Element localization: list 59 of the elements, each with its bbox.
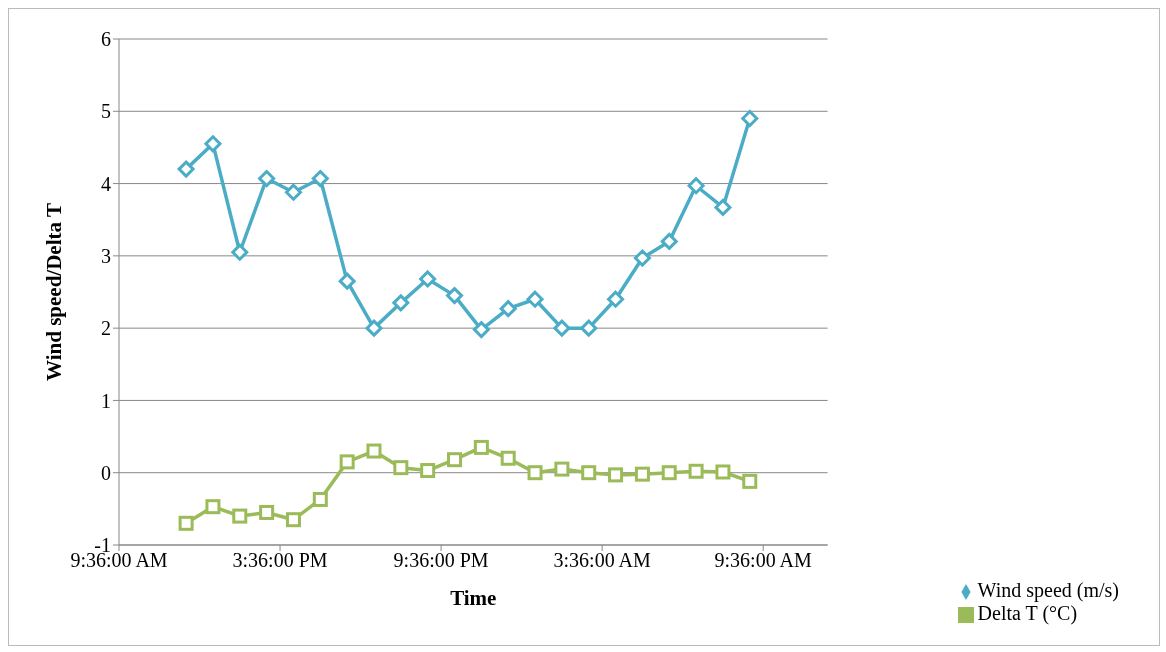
point (231, 243, 249, 261)
point (285, 512, 301, 528)
x-tick-label: 3:36:00 AM (553, 549, 651, 572)
y-tick-label: 6 (101, 28, 111, 51)
point (526, 290, 544, 308)
x-tick-label: 3:36:00 PM (232, 549, 328, 572)
point (633, 249, 651, 267)
point (419, 270, 437, 288)
point (607, 290, 625, 308)
point (232, 508, 248, 524)
point (392, 294, 410, 312)
point (447, 452, 463, 468)
point (311, 170, 329, 188)
point (554, 461, 570, 477)
y-tick-label: 3 (101, 244, 111, 267)
legend-label: Delta T (°C) (977, 602, 1078, 624)
y-tick-label: 2 (101, 317, 111, 340)
point (553, 319, 571, 337)
point (714, 198, 732, 216)
point (365, 319, 383, 337)
x-axis-title: Time (450, 586, 497, 610)
point (527, 465, 543, 481)
point (634, 466, 650, 482)
y-axis-title: Wind speed/Delta T (42, 203, 67, 381)
legend-label: Wind speed (m/s) (977, 579, 1119, 601)
point (204, 135, 222, 153)
point (742, 473, 758, 489)
point (500, 450, 516, 466)
x-tick-label: 9:36:00 AM (714, 549, 813, 572)
point (499, 300, 517, 318)
point (608, 467, 624, 483)
point (284, 183, 302, 201)
point (581, 465, 597, 481)
x-tick-label: 9:36:00 PM (393, 549, 489, 572)
y-tick-label: 1 (101, 389, 111, 412)
y-tick-label: 4 (101, 172, 111, 195)
point (446, 287, 464, 305)
y-tick-label: 5 (101, 100, 111, 123)
point (580, 319, 598, 337)
point (177, 160, 195, 178)
point (258, 170, 276, 188)
point (741, 110, 759, 128)
point (178, 515, 194, 531)
point (472, 321, 490, 339)
point (205, 499, 221, 515)
point (393, 460, 409, 476)
point (661, 465, 677, 481)
point (420, 463, 436, 479)
point (687, 177, 705, 195)
point (660, 232, 678, 250)
point (688, 463, 704, 479)
point (312, 491, 328, 507)
point (339, 454, 355, 470)
y-tick-label: 0 (101, 461, 111, 484)
point (715, 464, 731, 480)
point (338, 272, 356, 290)
point (259, 504, 275, 520)
point (473, 439, 489, 455)
point (366, 443, 382, 459)
